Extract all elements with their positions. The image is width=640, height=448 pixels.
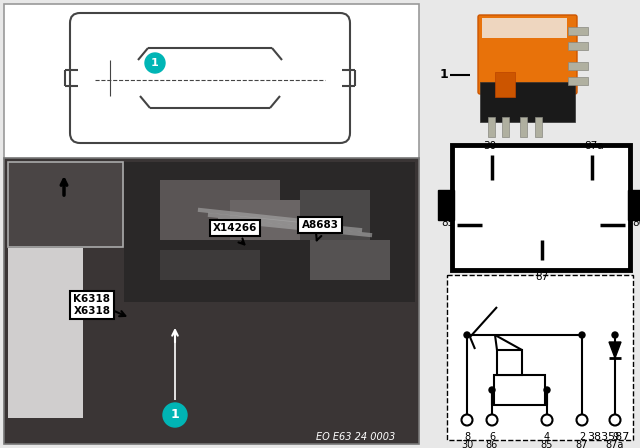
Bar bbox=[160, 180, 280, 240]
Bar bbox=[628, 190, 640, 220]
Bar bbox=[520, 117, 527, 137]
Text: 4: 4 bbox=[544, 432, 550, 442]
Circle shape bbox=[544, 387, 550, 393]
Bar bbox=[495, 72, 515, 97]
Circle shape bbox=[461, 414, 472, 426]
Text: EO E63 24 0003: EO E63 24 0003 bbox=[316, 432, 395, 442]
Bar bbox=[124, 162, 415, 302]
Bar bbox=[452, 145, 630, 270]
Circle shape bbox=[577, 414, 588, 426]
Bar bbox=[160, 250, 260, 280]
Bar bbox=[497, 350, 522, 375]
Text: 85: 85 bbox=[441, 218, 454, 228]
Polygon shape bbox=[609, 342, 621, 358]
Bar bbox=[230, 200, 310, 240]
Bar bbox=[8, 248, 83, 418]
Circle shape bbox=[609, 414, 621, 426]
Bar bbox=[300, 190, 370, 240]
Bar bbox=[494, 375, 545, 405]
Text: 8: 8 bbox=[464, 432, 470, 442]
Text: 87: 87 bbox=[576, 440, 588, 448]
Bar bbox=[568, 27, 588, 35]
Bar bbox=[310, 240, 390, 280]
Bar bbox=[502, 117, 509, 137]
Text: K6318
X6318: K6318 X6318 bbox=[74, 294, 111, 316]
Bar bbox=[488, 117, 495, 137]
Bar bbox=[568, 77, 588, 85]
FancyBboxPatch shape bbox=[478, 15, 577, 94]
Text: 87a: 87a bbox=[584, 141, 604, 151]
Circle shape bbox=[145, 53, 165, 73]
Bar bbox=[438, 190, 454, 220]
Text: 2: 2 bbox=[579, 432, 585, 442]
Text: 1: 1 bbox=[171, 409, 179, 422]
Text: 30: 30 bbox=[483, 141, 497, 151]
Text: 383587: 383587 bbox=[588, 432, 630, 442]
Text: 1: 1 bbox=[439, 69, 448, 82]
Text: X14266: X14266 bbox=[213, 223, 257, 233]
Circle shape bbox=[486, 414, 497, 426]
Circle shape bbox=[163, 403, 187, 427]
Bar bbox=[4, 4, 419, 159]
Text: 9: 9 bbox=[612, 432, 618, 442]
Text: 6: 6 bbox=[489, 432, 495, 442]
Bar bbox=[482, 18, 567, 38]
Circle shape bbox=[464, 332, 470, 338]
Bar bbox=[535, 117, 542, 137]
Bar bbox=[8, 162, 123, 247]
Circle shape bbox=[612, 332, 618, 338]
Text: 87: 87 bbox=[536, 272, 548, 282]
Text: 86: 86 bbox=[486, 440, 498, 448]
Bar bbox=[447, 275, 633, 440]
Text: 87a: 87a bbox=[606, 440, 624, 448]
Text: 30: 30 bbox=[461, 440, 473, 448]
Text: 85: 85 bbox=[541, 440, 553, 448]
Bar bbox=[480, 82, 575, 122]
Bar bbox=[568, 42, 588, 50]
Text: 1: 1 bbox=[151, 58, 159, 68]
Bar bbox=[4, 158, 419, 444]
Text: A8683: A8683 bbox=[301, 220, 339, 230]
Circle shape bbox=[579, 332, 585, 338]
Bar bbox=[568, 62, 588, 70]
Circle shape bbox=[541, 414, 552, 426]
Circle shape bbox=[489, 387, 495, 393]
Text: 86: 86 bbox=[632, 218, 640, 228]
